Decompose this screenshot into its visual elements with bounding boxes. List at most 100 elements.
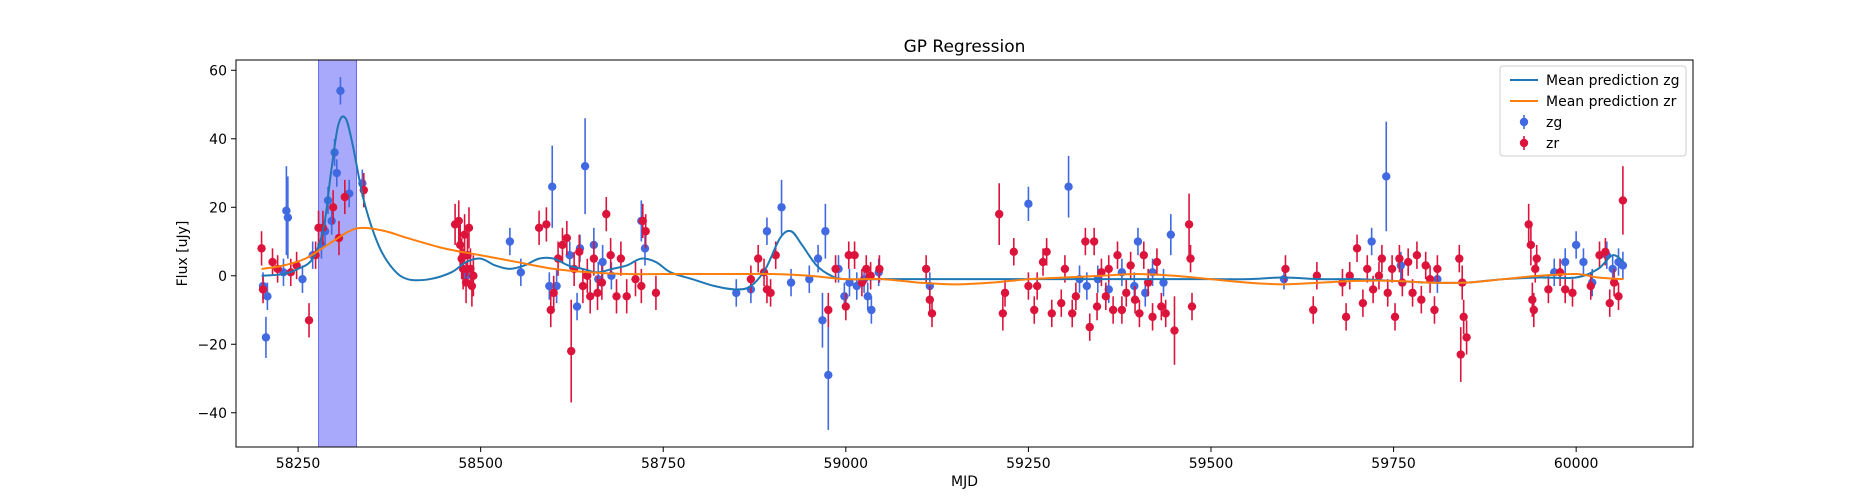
point-zg-40 (818, 316, 827, 325)
point-zr-39 (589, 254, 599, 263)
x-tick-label-7: 60000 (1554, 456, 1599, 472)
point-zr-139 (1526, 240, 1536, 250)
point-zr-94 (1122, 288, 1131, 298)
point-zr-12 (340, 192, 350, 202)
point-zr-91 (1108, 305, 1118, 315)
point-zr-63 (857, 278, 867, 287)
point-zr-74 (1024, 281, 1033, 291)
point-zr-32 (562, 233, 572, 243)
plot-area (257, 77, 1628, 430)
point-zg-26 (580, 161, 590, 171)
point-zr-56 (766, 288, 775, 298)
point-zr-29 (549, 288, 558, 298)
point-zr-19 (460, 230, 469, 239)
point-zr-75 (1030, 305, 1039, 315)
point-zr-90 (1104, 264, 1113, 274)
point-zr-83 (1071, 292, 1081, 301)
point-zr-144 (1544, 285, 1553, 294)
point-zg-14 (336, 86, 345, 96)
point-zr-59 (831, 264, 840, 274)
point-zr-15 (454, 216, 463, 226)
point-zr-121 (1387, 264, 1397, 274)
point-zr-152 (1609, 278, 1619, 287)
point-zg-23 (565, 251, 574, 260)
x-tick-label-4: 59250 (1006, 456, 1051, 472)
point-zg-65 (1279, 274, 1289, 284)
point-zr-147 (1568, 288, 1577, 298)
point-zr-16 (456, 240, 465, 250)
x-tick-label-3: 59000 (824, 456, 869, 472)
legend-label-3: zr (1546, 136, 1559, 152)
point-zg-48 (863, 292, 872, 301)
point-zr-40 (593, 288, 602, 298)
point-zg-61 (1141, 288, 1150, 298)
y-tick-label-1: −20 (197, 337, 227, 353)
point-zr-134 (1456, 350, 1465, 359)
point-zr-52 (746, 274, 756, 284)
point-zr-127 (1412, 251, 1422, 260)
point-zr-27 (542, 220, 551, 229)
point-zr-102 (1157, 302, 1166, 311)
point-zg-76 (1608, 264, 1617, 274)
point-zg-18 (505, 237, 515, 246)
y-tick-label-5: 60 (209, 63, 227, 79)
point-zr-119 (1377, 254, 1387, 263)
point-zr-117 (1368, 285, 1378, 294)
point-zr-125 (1403, 257, 1413, 267)
legend-box (1499, 65, 1687, 157)
point-zg-2 (263, 292, 272, 301)
point-zr-61 (844, 251, 853, 260)
point-zg-24 (572, 302, 582, 311)
point-zr-79 (1047, 309, 1056, 318)
point-zg-44 (840, 292, 849, 301)
point-zr-50 (641, 227, 650, 236)
point-zg-78 (1618, 261, 1628, 270)
point-zg-13 (332, 168, 341, 178)
point-zr-44 (612, 292, 621, 301)
legend-marker-3 (1519, 138, 1529, 148)
line-Mean prediction zr (261, 226, 1624, 286)
x-tick-label-1: 58500 (458, 456, 503, 472)
point-zr-151 (1605, 298, 1614, 308)
point-zg-60 (1133, 237, 1143, 246)
point-zr-120 (1383, 288, 1392, 298)
point-zr-28 (546, 305, 555, 315)
point-zr-126 (1408, 288, 1417, 298)
legend-label-2: zg (1546, 115, 1562, 131)
point-zr-25 (469, 271, 478, 280)
point-zr-0 (257, 244, 266, 253)
point-zg-33 (732, 288, 741, 298)
point-zg-45 (845, 278, 854, 287)
point-zg-38 (805, 274, 814, 284)
point-zr-122 (1390, 312, 1400, 322)
point-zr-93 (1117, 305, 1127, 315)
point-zr-141 (1529, 305, 1538, 315)
point-zg-64 (1166, 230, 1176, 239)
point-zg-21 (548, 182, 557, 191)
point-zr-100 (1148, 312, 1157, 322)
point-zr-107 (1187, 302, 1197, 311)
point-zg-11 (327, 216, 336, 226)
point-zr-38 (586, 292, 595, 301)
point-zr-6 (304, 316, 314, 325)
y-tick-label-3: 20 (209, 200, 227, 216)
point-zr-37 (583, 271, 592, 280)
point-zg-6 (298, 274, 307, 284)
point-zg-37 (786, 278, 796, 287)
point-zr-118 (1374, 271, 1384, 280)
point-zr-67 (921, 264, 931, 274)
point-zr-88 (1097, 268, 1106, 277)
point-zr-36 (578, 281, 588, 291)
point-zg-36 (777, 203, 786, 212)
point-zr-72 (1000, 288, 1010, 298)
point-zg-71 (1560, 257, 1570, 267)
point-zg-19 (516, 268, 526, 277)
point-zr-136 (1459, 312, 1468, 322)
y-axis-label: Flux [uJy] (175, 221, 191, 287)
point-zr-109 (1309, 305, 1318, 315)
point-zg-29 (598, 257, 607, 267)
point-zg-20 (545, 281, 554, 291)
point-zr-103 (1161, 309, 1170, 318)
point-zr-33 (567, 346, 576, 356)
point-zr-101 (1152, 257, 1162, 267)
